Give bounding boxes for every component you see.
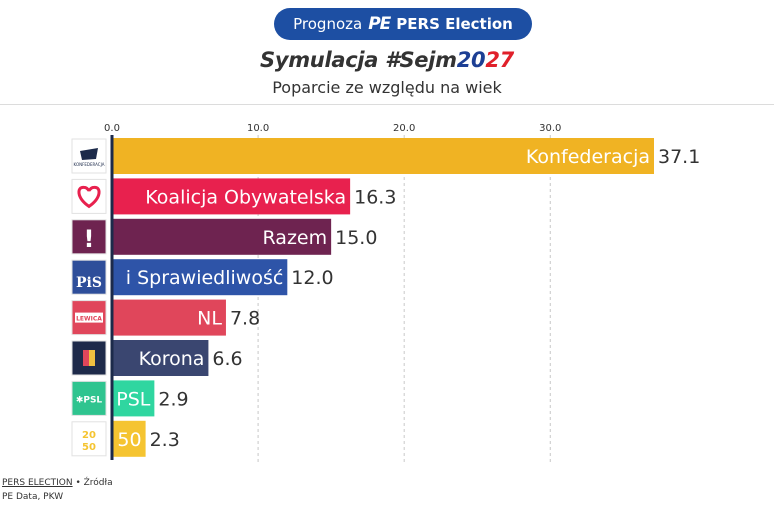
bar	[112, 420, 146, 457]
footer-separator: • Źródła	[72, 478, 113, 488]
value-label: 6.6	[212, 348, 242, 370]
bar-label: PSL	[116, 388, 151, 410]
bar	[112, 299, 226, 336]
x-tick-label: 0.0	[104, 123, 120, 134]
value-label: 7.8	[230, 308, 260, 330]
lewica-logo-icon: LEWICA	[71, 300, 107, 336]
bar	[112, 178, 351, 215]
korona-logo-icon	[71, 340, 107, 376]
bar	[112, 340, 209, 376]
bar	[112, 138, 654, 174]
bar-label: NL	[197, 308, 222, 330]
chart-subtitle: Poparcie ze względu na wiek	[272, 78, 502, 97]
x-tick-label: 10.0	[247, 123, 269, 134]
pill-prefix: Prognoza	[293, 15, 363, 33]
chart-title: Symulacja #Sejm2027	[0, 48, 774, 72]
pe-logo-icon: PE	[368, 14, 391, 34]
heart-logo-icon	[71, 178, 107, 214]
svg-text:✱PSL: ✱PSL	[76, 395, 103, 405]
source-link[interactable]: PERS ELECTION	[2, 478, 73, 488]
value-label: 16.3	[354, 186, 396, 208]
x-tick-label: 30.0	[539, 123, 561, 134]
title-year-red: 27	[485, 48, 514, 72]
footer-sources: PE Data, PKW	[2, 492, 64, 502]
value-label: 2.3	[150, 429, 180, 451]
brand-pill: Prognoza PE PERS Election	[274, 8, 532, 40]
bar	[112, 259, 288, 296]
exclamation-logo-icon: !	[71, 219, 107, 255]
x-tick-label: 20.0	[393, 123, 415, 134]
konfederacja-logo-icon: KONFEDERACJA	[71, 138, 107, 174]
svg-text:!: !	[84, 225, 95, 253]
svg-text:KONFEDERACJA: KONFEDERACJA	[74, 162, 105, 167]
bar-label: i Sprawiedliwość	[126, 267, 284, 289]
value-label: 12.0	[291, 267, 333, 289]
bar-label: Razem	[263, 227, 328, 249]
bar-label: Koalicja Obywatelska	[145, 186, 346, 208]
value-label: 15.0	[335, 227, 377, 249]
bar	[112, 380, 155, 417]
value-label: 2.9	[158, 388, 188, 410]
pis-logo-icon: PiS	[71, 259, 107, 295]
title-text: Symulacja #Sejm	[260, 48, 457, 72]
pill-brand: PERS Election	[396, 15, 513, 33]
value-label: 37.1	[658, 146, 700, 168]
psl-logo-icon: ✱PSL	[71, 380, 107, 416]
footer: PERS ELECTION • Źródła PE Data, PKW	[2, 476, 113, 504]
svg-text:LEWICA: LEWICA	[76, 316, 102, 323]
svg-text:50: 50	[82, 442, 96, 453]
svg-text:20: 20	[82, 430, 96, 441]
bar-label: Konfederacja	[526, 146, 650, 168]
svg-text:PiS: PiS	[76, 275, 102, 291]
title-year-blue: 20	[456, 48, 486, 72]
header: Prognoza PE PERS Election Symulacja #Sej…	[0, 0, 774, 105]
bar	[112, 218, 332, 255]
bar-label: 50	[117, 429, 141, 451]
header-divider	[0, 104, 774, 105]
bar-chart: 0.0 10.0 20.0 30.0 KONFEDERACJA Konfederacja 3…	[71, 123, 700, 465]
bar-label: Korona	[139, 348, 205, 370]
